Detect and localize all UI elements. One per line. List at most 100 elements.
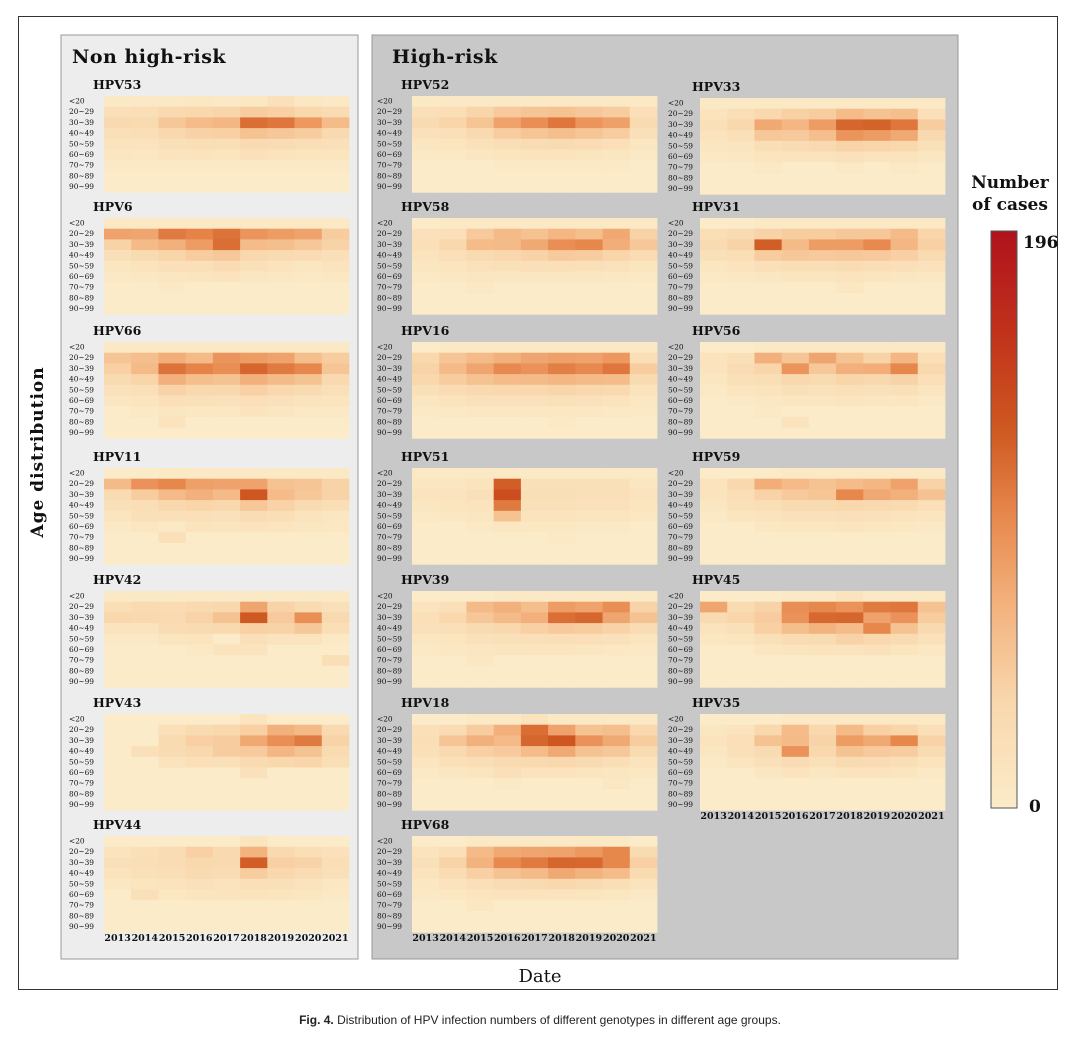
age-tick-label: 70~79 bbox=[377, 901, 402, 910]
heatmap-cell-hpv45 bbox=[890, 633, 919, 645]
heatmap-cell-hpv18 bbox=[548, 746, 576, 758]
heatmap-cell-hpv6 bbox=[104, 228, 132, 240]
heatmap-cell-hpv66 bbox=[185, 384, 214, 396]
heatmap-cell-hpv43 bbox=[240, 799, 268, 811]
heatmap-cell-hpv51 bbox=[412, 510, 440, 522]
heatmap-cell-hpv43 bbox=[131, 756, 159, 768]
heatmap-cell-hpv11 bbox=[158, 478, 187, 490]
age-tick-label: 90~99 bbox=[668, 428, 693, 437]
heatmap-cell-hpv11 bbox=[185, 521, 214, 533]
heatmap-cell-hpv6 bbox=[294, 260, 323, 272]
age-tick-label: 40~49 bbox=[668, 375, 693, 384]
heatmap-cell-hpv68 bbox=[520, 878, 549, 890]
heatmap-cell-hpv42 bbox=[212, 601, 241, 613]
heatmap-cell-hpv52 bbox=[520, 149, 549, 161]
heatmap-cell-hpv6 bbox=[212, 271, 241, 283]
heatmap-cell-hpv11 bbox=[131, 500, 159, 512]
heatmap-cell-hpv53 bbox=[185, 117, 214, 129]
heatmap-cell-hpv44 bbox=[212, 857, 241, 869]
heatmap-cell-hpv53 bbox=[294, 96, 323, 108]
heatmap-cell-hpv33 bbox=[836, 172, 864, 184]
heatmap-cell-hpv31 bbox=[781, 292, 810, 304]
heatmap-cell-hpv68 bbox=[629, 921, 658, 933]
heatmap-cell-hpv31 bbox=[836, 218, 864, 230]
heatmap-cell-hpv16 bbox=[629, 384, 658, 396]
heatmap-cell-hpv68 bbox=[466, 836, 495, 848]
heatmap-cell-hpv66 bbox=[158, 384, 187, 396]
heatmap-cell-hpv51 bbox=[548, 553, 576, 565]
heatmap-cell-hpv35 bbox=[863, 714, 891, 726]
heatmap-cell-hpv58 bbox=[466, 218, 495, 230]
heatmap-cell-hpv51 bbox=[548, 489, 576, 501]
heatmap-cell-hpv52 bbox=[548, 128, 576, 140]
heatmap-cell-hpv18 bbox=[439, 788, 467, 800]
heatmap-cell-hpv18 bbox=[602, 714, 631, 726]
heatmap-cell-hpv31 bbox=[700, 260, 728, 272]
heatmap-cell-hpv16 bbox=[466, 363, 495, 375]
heatmap-cell-hpv68 bbox=[575, 910, 603, 922]
heatmap-cell-hpv43 bbox=[131, 788, 159, 800]
heatmap-cell-hpv16 bbox=[493, 395, 522, 407]
heatmap-cell-hpv68 bbox=[493, 868, 522, 880]
heatmap-cell-hpv68 bbox=[493, 900, 522, 912]
heatmap-cell-hpv59 bbox=[808, 542, 837, 554]
year-tick-label: 2020 bbox=[891, 811, 918, 822]
heatmap-cell-hpv43 bbox=[321, 799, 350, 811]
heatmap-cell-hpv6 bbox=[158, 271, 187, 283]
heatmap-cell-hpv35 bbox=[836, 714, 864, 726]
heatmap-cell-hpv68 bbox=[520, 846, 549, 858]
heatmap-cell-hpv6 bbox=[131, 218, 159, 230]
heatmap-cell-hpv6 bbox=[212, 239, 241, 251]
heatmap-cell-hpv11 bbox=[185, 500, 214, 512]
heatmap-cell-hpv68 bbox=[466, 868, 495, 880]
heatmap-cell-hpv35 bbox=[727, 724, 755, 736]
age-tick-label: 70~79 bbox=[377, 656, 402, 665]
heatmap-cell-hpv66 bbox=[104, 384, 132, 396]
heatmap-cell-hpv56 bbox=[890, 384, 919, 396]
heatmap-cell-hpv68 bbox=[520, 868, 549, 880]
heatmap-cell-hpv68 bbox=[629, 878, 658, 890]
heatmap-cell-hpv68 bbox=[439, 910, 467, 922]
heatmap-cell-hpv39 bbox=[575, 633, 603, 645]
heatmap-cell-hpv43 bbox=[321, 767, 350, 779]
heatmap-cell-hpv33 bbox=[808, 183, 837, 195]
heatmap-cell-hpv43 bbox=[131, 714, 159, 726]
heatmap-cell-hpv18 bbox=[412, 746, 440, 758]
heatmap-cell-hpv53 bbox=[321, 160, 350, 172]
heatmap-cell-hpv11 bbox=[294, 478, 323, 490]
heatmap-cell-hpv42 bbox=[240, 633, 268, 645]
heatmap-cell-hpv6 bbox=[131, 239, 159, 251]
heatmap-cell-hpv31 bbox=[808, 260, 837, 272]
heatmap-cell-hpv39 bbox=[548, 676, 576, 688]
heatmap-cell-hpv58 bbox=[602, 282, 631, 294]
heatmap-cell-hpv33 bbox=[917, 130, 946, 142]
heatmap-cell-hpv31 bbox=[917, 292, 946, 304]
heatmap-cell-hpv58 bbox=[575, 260, 603, 272]
heatmap-cell-hpv66 bbox=[294, 427, 323, 439]
heatmap-cell-hpv52 bbox=[493, 160, 522, 172]
heatmap-cell-hpv35 bbox=[781, 767, 810, 779]
heatmap-cell-hpv18 bbox=[575, 735, 603, 747]
heatmap-cell-hpv43 bbox=[321, 714, 350, 726]
heatmap-cell-hpv51 bbox=[520, 532, 549, 544]
heatmap-cell-hpv42 bbox=[104, 601, 132, 613]
age-tick-label: 70~79 bbox=[69, 407, 94, 416]
heatmap-cell-hpv58 bbox=[439, 228, 467, 240]
heatmap-cell-hpv42 bbox=[240, 665, 268, 677]
heatmap-cell-hpv52 bbox=[493, 96, 522, 108]
heatmap-cell-hpv31 bbox=[727, 303, 755, 315]
heatmap-cell-hpv6 bbox=[185, 250, 214, 262]
heatmap-cell-hpv53 bbox=[158, 96, 187, 108]
heatmap-title-hpv43: HPV43 bbox=[93, 695, 141, 710]
heatmap-cell-hpv45 bbox=[781, 591, 810, 603]
heatmap-cell-hpv68 bbox=[412, 836, 440, 848]
heatmap-cell-hpv18 bbox=[493, 767, 522, 779]
heatmap-cell-hpv66 bbox=[104, 395, 132, 407]
heatmap-cell-hpv42 bbox=[212, 612, 241, 624]
heatmap-cell-hpv59 bbox=[890, 468, 919, 480]
heatmap-cell-hpv51 bbox=[412, 521, 440, 533]
heatmap-cell-hpv59 bbox=[917, 478, 946, 490]
age-tick-label: 90~99 bbox=[377, 800, 402, 809]
heatmap-cell-hpv56 bbox=[727, 363, 755, 375]
heatmap-cell-hpv33 bbox=[890, 151, 919, 163]
